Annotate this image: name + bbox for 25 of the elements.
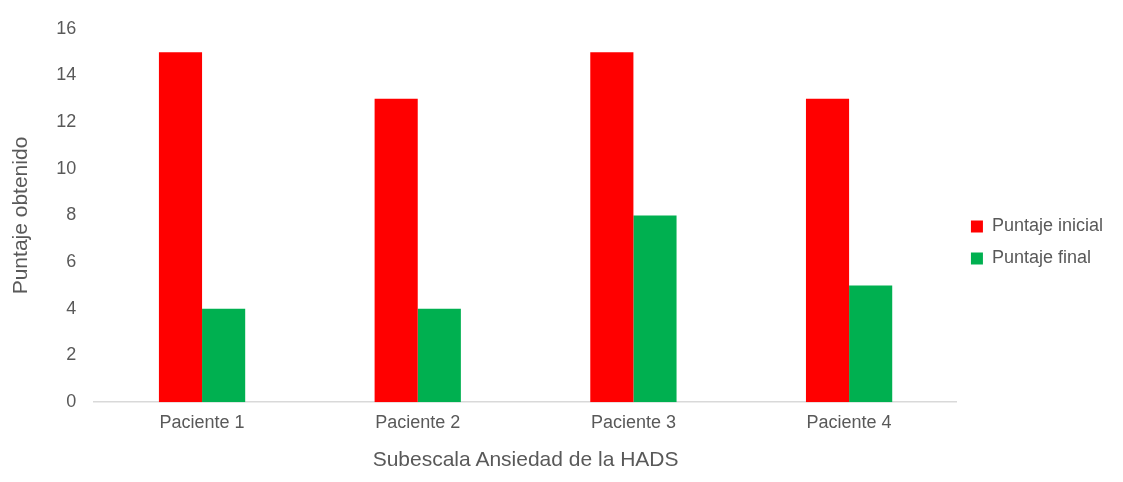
y-tick-label: 16 xyxy=(56,17,77,38)
bar xyxy=(849,285,893,403)
x-tick-label: Paciente 4 xyxy=(806,411,892,432)
x-tick-label: Paciente 1 xyxy=(159,411,245,432)
y-tick-label: 10 xyxy=(56,157,77,178)
legend-label: Puntaje final xyxy=(991,247,1092,268)
bar xyxy=(374,98,418,403)
bar xyxy=(417,308,461,403)
bar xyxy=(633,215,677,403)
x-tick-label: Paciente 2 xyxy=(375,411,461,432)
y-tick-label: 8 xyxy=(66,204,77,225)
bar xyxy=(590,52,634,403)
bar xyxy=(202,308,246,403)
bar xyxy=(158,52,203,403)
y-tick-label: 0 xyxy=(66,391,77,412)
y-tick-label: 2 xyxy=(66,344,77,365)
y-tick-label: 6 xyxy=(66,251,77,272)
x-axis-title: Subescala Ansiedad de la HADS xyxy=(372,447,679,471)
x-tick-label: Paciente 3 xyxy=(590,411,676,432)
y-tick-label: 14 xyxy=(56,64,77,85)
legend-label: Puntaje inicial xyxy=(991,215,1104,236)
y-tick-label: 12 xyxy=(56,111,77,132)
bar xyxy=(805,98,850,403)
y-axis-title: Puntaje obtenido xyxy=(8,136,32,295)
y-tick-label: 4 xyxy=(66,297,77,318)
